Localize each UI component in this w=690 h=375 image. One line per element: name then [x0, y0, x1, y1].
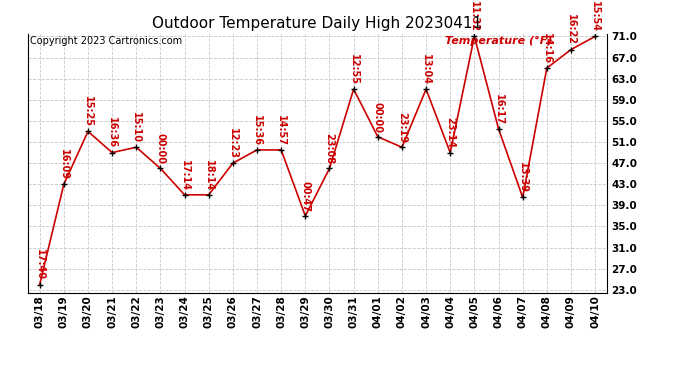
Text: 16:22: 16:22 — [566, 14, 576, 45]
Text: 12:55: 12:55 — [348, 54, 359, 85]
Text: Temperature (°F): Temperature (°F) — [445, 36, 553, 46]
Text: 16:17: 16:17 — [493, 94, 504, 124]
Text: Copyright 2023 Cartronics.com: Copyright 2023 Cartronics.com — [30, 36, 183, 46]
Title: Outdoor Temperature Daily High 20230411: Outdoor Temperature Daily High 20230411 — [152, 16, 482, 31]
Text: 17:40: 17:40 — [34, 249, 45, 280]
Text: 15:25: 15:25 — [83, 96, 93, 127]
Text: 12:23: 12:23 — [228, 128, 238, 159]
Text: 15:36: 15:36 — [252, 115, 262, 146]
Text: 23:08: 23:08 — [324, 133, 335, 164]
Text: 16:36: 16:36 — [107, 117, 117, 148]
Text: 00:00: 00:00 — [373, 102, 383, 132]
Text: 15:10: 15:10 — [131, 112, 141, 143]
Text: 18:14: 18:14 — [204, 159, 214, 190]
Text: 13:04: 13:04 — [421, 54, 431, 85]
Text: 23:14: 23:14 — [445, 117, 455, 148]
Text: 11:32: 11:32 — [469, 1, 480, 32]
Text: 23:19: 23:19 — [397, 112, 407, 143]
Text: 00:47: 00:47 — [300, 181, 310, 212]
Text: 14:16: 14:16 — [542, 33, 552, 64]
Text: 17:14: 17:14 — [179, 160, 190, 190]
Text: 00:00: 00:00 — [155, 133, 166, 164]
Text: 14:57: 14:57 — [276, 115, 286, 146]
Text: 15:54: 15:54 — [590, 1, 600, 32]
Text: 16:09: 16:09 — [59, 149, 69, 180]
Text: 13:39: 13:39 — [518, 162, 528, 193]
